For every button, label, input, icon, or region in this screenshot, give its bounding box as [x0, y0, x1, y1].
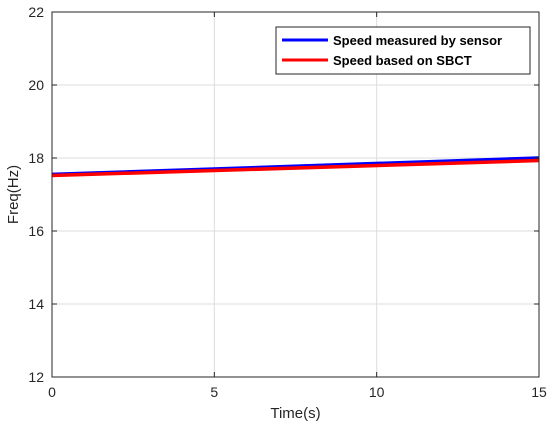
- series-lines: [51, 156, 540, 178]
- x-tick-label: 10: [369, 384, 385, 400]
- y-tick-label: 16: [28, 223, 44, 239]
- y-axis-label: Freq(Hz): [5, 165, 22, 224]
- legend-box: [275, 26, 531, 75]
- x-tick-label: 15: [531, 384, 547, 400]
- legend: Speed measured by sensor Speed based on …: [275, 26, 531, 75]
- y-tick-label: 18: [28, 150, 44, 166]
- legend-label-sensor: Speed measured by sensor: [333, 33, 502, 48]
- x-axis-label: Time(s): [270, 405, 320, 422]
- series-line-1: [51, 158, 540, 178]
- x-tick-label: 0: [48, 384, 56, 400]
- x-tick-label: 5: [210, 384, 218, 400]
- y-tick-label: 22: [28, 4, 44, 20]
- legend-label-sbct: Speed based on SBCT: [333, 53, 472, 68]
- plot-frame: [51, 11, 540, 378]
- y-tick-label: 20: [28, 77, 44, 93]
- axis-ticks: 0 5 10 15 12 14 16 18 20 22: [28, 4, 547, 400]
- y-tick-label: 14: [28, 296, 44, 312]
- y-tick-label: 12: [28, 369, 44, 385]
